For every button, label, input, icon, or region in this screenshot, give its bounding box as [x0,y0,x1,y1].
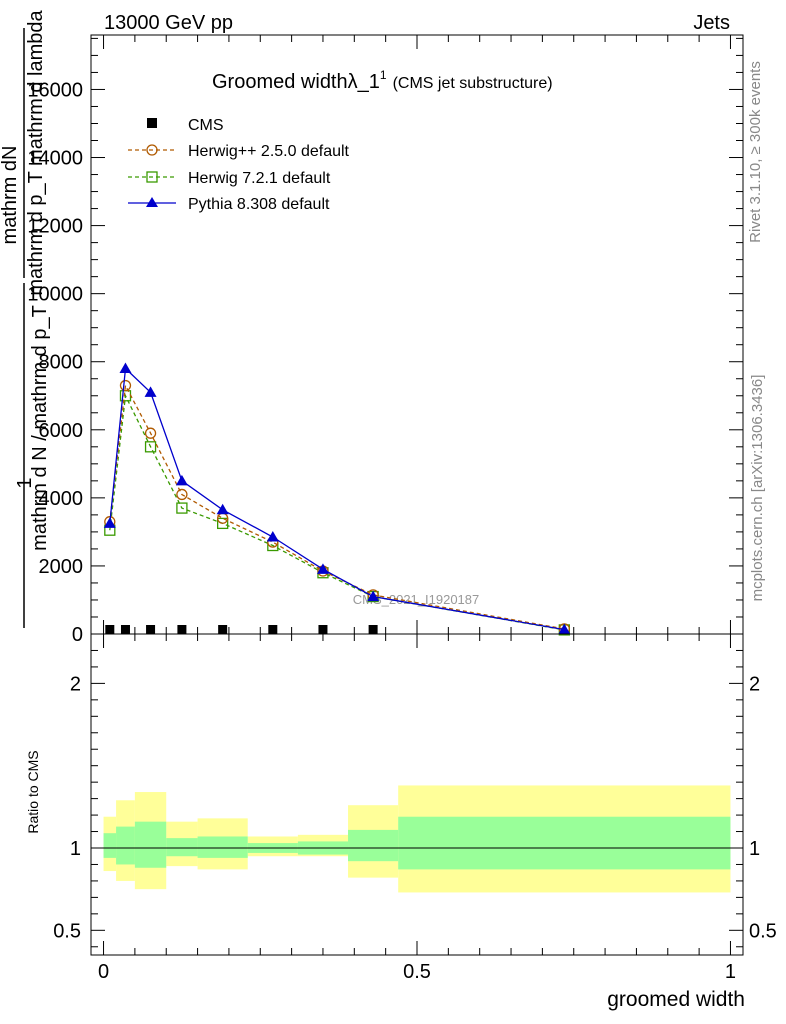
ratio-frame [90,633,744,956]
legend-label-cms: CMS [188,117,224,134]
data-point-cms [368,625,378,634]
main-y-tick-label: 8000 [39,352,84,374]
data-point-pythia-8-308-default [119,362,132,374]
ratio-y-tick-label: 1 [70,838,81,860]
data-point-pythia-8-308-default [103,517,116,528]
rivet-label: Rivet 3.1.10, ≥ 300k events [747,61,764,243]
process-label: Jets [693,12,730,34]
data-point-herwig-7-2-1-default [176,502,188,514]
ratio-y-tick-labels: 0.5 0.5 1 1 2 2 [53,673,777,942]
series-line-herwig-2-5-0-default [109,383,565,630]
main-panel: 0 2000 4000 6000 8000 10000 12000 14000 16000 Gr… [0,9,744,646]
ratio-stat-band [166,838,198,857]
series-herwig-7-2-1-default [104,390,570,636]
ratio-y-tick-label-right: 1 [749,838,760,860]
series-herwig-2-5-0-default [104,379,570,635]
ratio-y-tick-label: 0.5 [53,920,81,942]
main-y-tick-label: 4000 [39,488,84,510]
analysis-watermark: CMS_2021_I1920187 [353,592,480,607]
data-point-cms [218,625,228,634]
main-y-tick-label: 12000 [27,216,83,238]
data-point-pythia-8-308-default [175,474,188,486]
energy-label: 13000 GeV pp [104,12,233,34]
x-tick-label: 1 [725,961,736,983]
data-point-pythia-8-308-default [266,531,279,542]
data-point-cms [105,625,115,634]
ratio-stat-band [134,821,167,868]
data-point-herwig-2-5-0-default [119,379,132,392]
data-point-cms [177,625,187,634]
data-point-cms [146,625,156,634]
ratio-axis-ticks [91,634,743,955]
data-point-herwig-2-5-0-default [144,427,157,439]
x-tick-label: 0.5 [403,961,431,983]
legend-entry-herwig7: Herwig 7.2.1 default [128,170,331,187]
legend-label-pythia: Pythia 8.308 default [188,196,330,213]
data-point-cms [120,625,130,634]
legend-label-herwigpp: Herwig++ 2.5.0 default [188,143,350,160]
main-y-axis-label: 1 mathrm d N / mathrm d p_T mathrm dN ma… [0,9,51,628]
ratio-y-tick-label-right: 2 [749,673,760,695]
main-y-tick-label: 6000 [39,420,84,442]
chart-title: Groomed widthλ_11 (CMS jet substructure) [212,68,553,93]
data-point-herwig-7-2-1-default [217,517,229,530]
main-series [103,362,571,636]
main-y-tick-label: 10000 [27,284,83,306]
ylabel-numerator: mathrm dN [0,146,21,245]
series-line-pythia-8-308-default [109,367,565,631]
legend-label-herwig7: Herwig 7.2.1 default [188,170,331,187]
ratio-stat-band [398,816,731,870]
ylabel-prefix-numerator: 1 [14,477,36,488]
series-cms [105,625,378,634]
data-point-cms [268,625,278,634]
x-tick-label: 0 [98,961,109,983]
ratio-panel: 0.5 0.51 12 2 0 0.5 1 Ratio to CMS groomed wi… [25,633,777,1011]
ratio-y-tick-label: 2 [70,673,81,695]
ratio-stat-band [103,833,117,858]
ylabel-denominator: mathrm d p_T mathrm d lambda [25,9,47,295]
legend-entry-herwigpp: Herwig++ 2.5.0 default [128,143,350,160]
x-tick-labels: 0 0.5 1 [98,961,736,983]
series-pythia-8-308-default [103,362,571,635]
data-point-pythia-8-308-default [144,386,157,397]
data-point-herwig-7-2-1-default [144,441,157,453]
mcplots-label: mcplots.cern.ch [arXiv:1306.3436] [749,375,766,602]
data-point-pythia-8-308-default [216,503,229,515]
ratio-stat-band [116,826,135,865]
legend: CMS Herwig++ 2.5.0 default Herwig 7.2.1 … [128,117,350,213]
main-y-tick-label: 0 [72,624,83,646]
legend-entry-pythia: Pythia 8.308 default [128,196,330,213]
main-y-tick-label: 16000 [27,79,83,101]
ratio-stat-band [348,829,399,862]
data-point-cms [318,625,328,634]
ratio-stat-band [197,836,248,858]
data-point-herwig-2-5-0-default [176,488,188,501]
x-axis-label: groomed width [607,988,745,1011]
ylabel-prefix-denominator: mathrm d N / mathrm d p_T [29,305,51,551]
main-y-tick-label: 2000 [39,556,84,578]
legend-entry-cms: CMS [147,117,224,134]
ratio-y-tick-label-right: 0.5 [749,920,777,942]
ratio-y-axis-label: Ratio to CMS [25,750,41,833]
data-point-pythia-8-308-default [558,623,571,635]
ratio-bands [103,785,731,893]
data-point-pythia-8-308-default [316,563,329,574]
main-axis-ticks [91,35,743,635]
main-y-tick-labels: 0 2000 4000 6000 8000 10000 12000 14000 16000 [27,79,83,646]
main-y-tick-label: 14000 [27,148,83,170]
data-point-pythia-8-308-default [367,590,380,602]
